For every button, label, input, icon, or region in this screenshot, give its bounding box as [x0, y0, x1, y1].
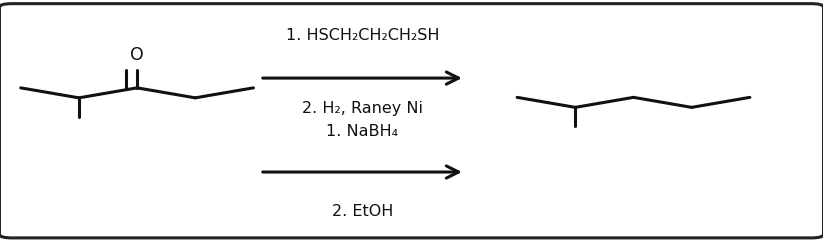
Text: 1. NaBH₄: 1. NaBH₄	[326, 124, 398, 139]
Text: 2. EtOH: 2. EtOH	[332, 203, 393, 219]
FancyBboxPatch shape	[0, 4, 823, 238]
Text: 2. H₂, Raney Ni: 2. H₂, Raney Ni	[302, 101, 423, 116]
Text: O: O	[130, 46, 144, 64]
Text: 1. HSCH₂CH₂CH₂SH: 1. HSCH₂CH₂CH₂SH	[286, 28, 439, 43]
